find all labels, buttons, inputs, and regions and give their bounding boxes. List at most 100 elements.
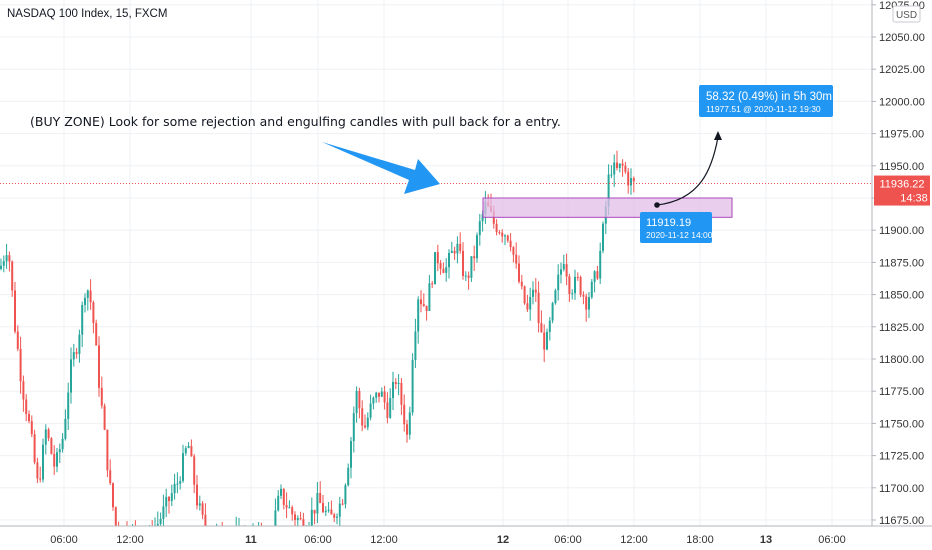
candle-body <box>473 256 476 259</box>
candle-body <box>512 247 515 255</box>
candle-body <box>25 399 28 415</box>
candle-body <box>84 297 86 305</box>
time-tick-label: 12 <box>497 534 509 546</box>
candle-body <box>543 332 546 350</box>
candle-body <box>470 256 473 278</box>
price-tick-label: 11900.00 <box>879 225 924 237</box>
candle-body <box>282 488 285 505</box>
candle-body <box>406 424 408 435</box>
candle-body <box>95 323 98 346</box>
candle-body <box>515 254 518 264</box>
candle-body <box>36 462 39 479</box>
candle-body <box>72 352 75 360</box>
candle-body <box>411 359 414 413</box>
candle-body <box>330 509 333 515</box>
candle-body <box>64 418 67 439</box>
candle-body <box>392 381 394 399</box>
candle-body <box>400 382 403 405</box>
candle-body <box>176 483 179 485</box>
candle-body <box>523 286 526 304</box>
candle-body <box>462 250 464 276</box>
candle-body <box>366 417 369 428</box>
candle-body <box>294 514 296 520</box>
currency-badge-box[interactable] <box>892 5 921 23</box>
candle-body <box>548 320 551 333</box>
candle-body <box>109 470 112 484</box>
candle-body <box>459 243 462 251</box>
candle-body <box>277 495 280 511</box>
price-tick-label: 12000.00 <box>879 96 925 108</box>
price-scale-bg <box>872 0 932 526</box>
candle-body <box>442 268 445 273</box>
price-tick-label: 11750.00 <box>879 418 924 430</box>
candle-body <box>574 276 576 294</box>
candle-body <box>67 392 70 419</box>
time-tick-label: 12:00 <box>116 534 144 546</box>
candle-body <box>375 392 378 398</box>
candle-body <box>560 269 562 275</box>
candle-body <box>389 398 392 418</box>
candle-body <box>428 283 431 311</box>
candle-body <box>5 255 8 262</box>
candle-body <box>520 281 523 287</box>
price-tick-label: 11950.00 <box>879 161 924 173</box>
candle-body <box>56 452 58 467</box>
candle-body <box>355 390 358 414</box>
candle-body <box>403 404 406 425</box>
candle-body <box>75 352 78 354</box>
candle-body <box>425 305 428 311</box>
candle-body <box>526 303 529 310</box>
candle-body <box>100 387 103 406</box>
candle-body <box>344 485 347 505</box>
candle-body <box>599 250 602 279</box>
candle-body <box>106 429 109 471</box>
price-tick-label: 11875.00 <box>879 257 924 269</box>
candle-body <box>173 483 176 494</box>
candle-body <box>98 345 100 388</box>
buy-zone-annotation: (BUY ZONE) Look for some rejection and e… <box>30 114 561 129</box>
candle-body <box>92 302 95 324</box>
candle-body <box>565 264 568 277</box>
time-axis-bg <box>0 526 932 550</box>
candle-body <box>378 392 380 397</box>
candle-body <box>509 240 512 248</box>
candle-body <box>506 235 509 241</box>
time-tick-label: 11 <box>245 534 257 546</box>
candle-body <box>0 265 2 269</box>
candle-body <box>616 162 618 168</box>
candle-body <box>562 264 565 270</box>
candle-body <box>456 243 459 254</box>
price-tick-label: 11800.00 <box>879 354 924 366</box>
candle-body <box>86 290 89 298</box>
candle-body <box>504 235 506 237</box>
candle-body <box>291 507 294 515</box>
candle-body <box>182 453 184 481</box>
measure-arrow-head <box>714 131 722 140</box>
candle-body <box>78 334 81 354</box>
candle-body <box>534 289 537 293</box>
measure-headline: 58.32 (0.49%) in 5h 30m <box>706 91 832 103</box>
candle-body <box>593 271 596 282</box>
candle-body <box>33 434 36 463</box>
candle-body <box>274 510 277 526</box>
candle-body <box>327 509 330 511</box>
candle-body <box>299 518 302 520</box>
time-tick-label: 06:00 <box>554 534 582 546</box>
candle-body <box>372 397 375 404</box>
candle-body <box>420 299 422 305</box>
measure-start-point[interactable] <box>654 202 660 208</box>
currency-badge[interactable]: USD <box>896 10 917 21</box>
candle-body <box>316 492 319 514</box>
measure-curve <box>656 136 719 206</box>
candle-body <box>453 250 456 254</box>
candle-body <box>47 429 50 439</box>
candle-body <box>434 252 436 285</box>
candle-body <box>464 275 467 277</box>
measure-label: 58.32 (0.49%) in 5h 30m 11977.51 @ 2020-… <box>699 85 833 117</box>
candle-body <box>184 448 187 454</box>
candle-body <box>448 253 450 268</box>
candle-body <box>571 293 574 295</box>
candle-body <box>537 292 540 324</box>
price-tick-label: 12050.00 <box>879 32 925 44</box>
